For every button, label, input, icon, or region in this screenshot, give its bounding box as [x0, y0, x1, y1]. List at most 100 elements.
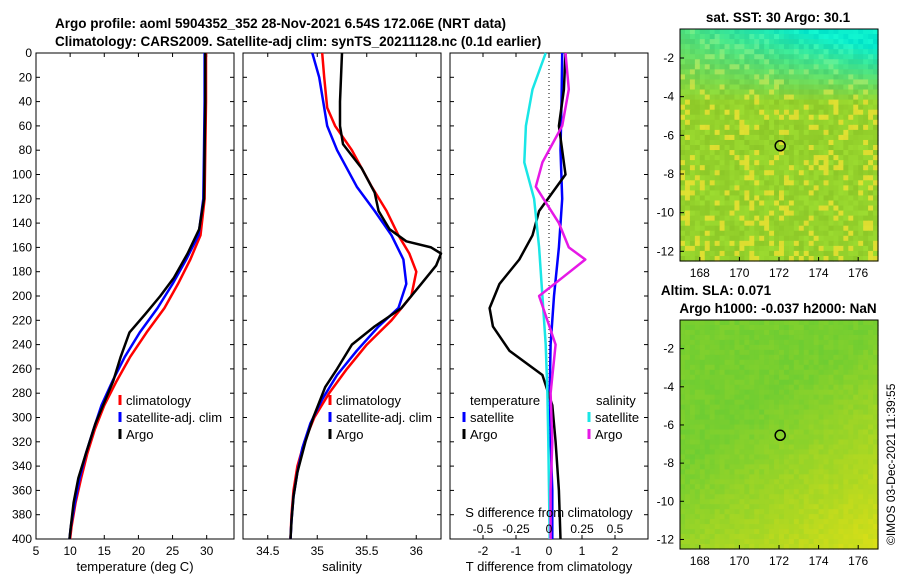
map-cell	[719, 225, 726, 232]
map-cell	[680, 250, 686, 257]
map-y-tick-label: -6	[663, 418, 674, 432]
map-cell	[754, 39, 760, 45]
map-cell	[833, 190, 839, 197]
map-cell	[828, 404, 835, 411]
map-cell	[709, 434, 716, 441]
map-cell	[739, 369, 745, 376]
map-cell	[798, 389, 805, 396]
map-cell	[868, 439, 874, 446]
map-cell	[769, 344, 775, 351]
map-cell	[783, 339, 790, 346]
map-cell	[704, 245, 711, 252]
map-cell	[689, 404, 696, 411]
map-cell	[803, 544, 810, 550]
map-cell	[833, 54, 839, 60]
map-cell	[764, 29, 770, 35]
map-cell	[684, 255, 691, 262]
map-cell	[828, 39, 835, 45]
map-cell	[838, 369, 844, 376]
map-cell	[684, 359, 691, 366]
map-cell	[724, 509, 731, 515]
map-cell	[803, 484, 810, 490]
map-cell	[798, 119, 805, 126]
map-cell	[858, 94, 864, 101]
map-cell	[680, 215, 686, 222]
map-cell	[754, 114, 760, 121]
map-cell	[808, 155, 815, 161]
map-cell	[779, 39, 785, 45]
map-cell	[858, 29, 864, 35]
map-cell	[813, 195, 820, 202]
map-cell	[853, 399, 859, 406]
map-cell	[680, 414, 686, 421]
map-cell	[818, 394, 825, 401]
map-cell	[714, 64, 721, 70]
map-cell	[793, 29, 800, 35]
map-cell	[873, 354, 879, 361]
map-cell	[793, 499, 800, 505]
map-cell	[863, 29, 869, 35]
map-cell	[818, 84, 825, 91]
map-cell	[689, 539, 696, 545]
map-cell	[714, 539, 721, 545]
map-cell	[774, 439, 780, 446]
map-cell	[853, 44, 859, 50]
map-cell	[734, 220, 740, 227]
map-cell	[754, 354, 760, 361]
map-cell	[694, 150, 701, 156]
map-cell	[798, 170, 805, 176]
map-cell	[680, 329, 686, 336]
map-cell	[754, 369, 760, 376]
map-cell	[823, 235, 830, 242]
map-cell	[769, 364, 775, 371]
map-cell	[808, 215, 815, 222]
map-cell	[843, 129, 849, 136]
map-cell	[724, 329, 731, 336]
map-cell	[709, 429, 716, 436]
map-cell	[803, 389, 810, 396]
map-cell	[823, 464, 830, 470]
map-cell	[828, 384, 835, 391]
map-cell	[749, 479, 755, 485]
map-cell	[724, 529, 731, 535]
map-cell	[729, 434, 736, 441]
map-cell	[769, 459, 775, 465]
map-cell	[853, 230, 859, 237]
map-cell	[788, 230, 795, 237]
map-cell	[779, 459, 785, 465]
map-cell	[788, 64, 795, 70]
map-cell	[719, 230, 726, 237]
map-cell	[803, 225, 810, 232]
map-cell	[803, 49, 810, 55]
map-cell	[714, 34, 721, 40]
map-cell	[818, 139, 825, 146]
map-cell	[843, 195, 849, 202]
map-cell	[858, 479, 864, 485]
map-cell	[798, 329, 805, 336]
map-cell	[704, 34, 711, 40]
map-cell	[803, 99, 810, 106]
map-cell	[813, 394, 820, 401]
map-cell	[689, 509, 696, 515]
map-cell	[813, 210, 820, 217]
map-cell	[833, 320, 839, 326]
map-cell	[828, 544, 835, 550]
map-cell	[709, 439, 716, 446]
map-cell	[873, 160, 879, 166]
map-cell	[818, 434, 825, 441]
map-cell	[828, 109, 835, 116]
map-cell	[704, 320, 711, 326]
map-cell	[823, 384, 830, 391]
map-cell	[754, 484, 760, 490]
map-cell	[680, 544, 686, 550]
map-cell	[803, 489, 810, 495]
map-cell	[873, 104, 879, 111]
map-cell	[863, 534, 869, 540]
map-cell	[858, 155, 864, 161]
map-cell	[788, 139, 795, 146]
map-cell	[798, 94, 805, 101]
map-cell	[793, 129, 800, 136]
map-cell	[833, 449, 839, 456]
map-cell	[818, 119, 825, 126]
map-cell	[808, 519, 815, 525]
